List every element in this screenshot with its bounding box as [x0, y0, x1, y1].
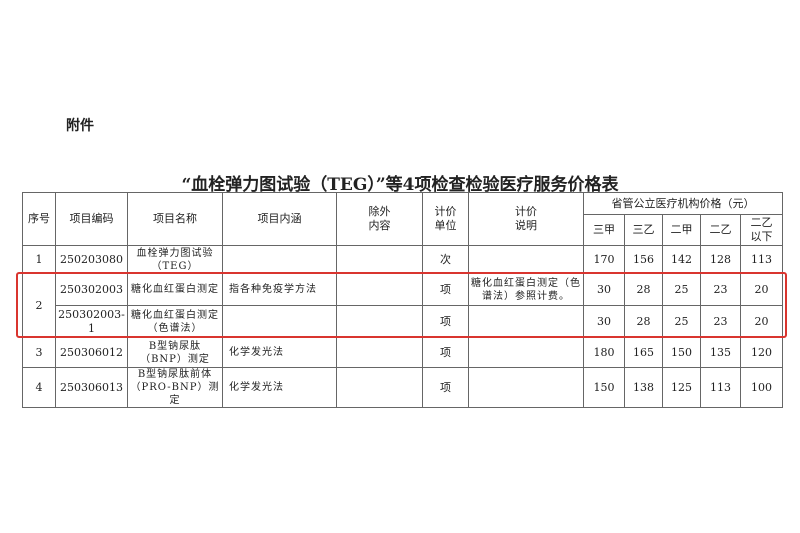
cell-name: B型钠尿肽前体（PRO-BNP）测定 [127, 367, 223, 408]
cell-excluded [336, 305, 423, 338]
cell-excluded [336, 245, 423, 274]
cell-price: 20 [740, 273, 783, 306]
cell-note [468, 367, 584, 408]
cell-price: 142 [662, 245, 701, 274]
header-code: 项目编码 [55, 192, 128, 246]
cell-code: 250306012 [55, 337, 128, 368]
header-level: 二乙以下 [740, 214, 783, 246]
header-note: 计价说明 [468, 192, 584, 246]
table-row: 250302003-1 糖化血红蛋白测定（色谱法） 项 30 28 25 23 … [23, 305, 783, 338]
cell-excluded [336, 367, 423, 408]
table-row: 4 250306013 B型钠尿肽前体（PRO-BNP）测定 化学发光法 项 1… [22, 367, 783, 408]
header-content: 项目内涵 [222, 192, 337, 246]
cell-seq: 2 [22, 273, 56, 338]
cell-note [468, 245, 584, 274]
cell-name: 糖化血红蛋白测定（色谱法） [127, 305, 223, 338]
cell-code: 250302003 [55, 273, 128, 306]
cell-name: B型钠尿肽（BNP）测定 [127, 337, 223, 368]
header-excluded: 除外内容 [336, 192, 423, 246]
cell-seq: 3 [22, 337, 56, 368]
cell-seq: 1 [22, 245, 56, 274]
table-row: 3 250306012 B型钠尿肽（BNP）测定 化学发光法 项 180 165… [22, 337, 783, 368]
cell-note [468, 337, 584, 368]
header-level: 三乙 [624, 214, 663, 246]
cell-price: 100 [740, 367, 783, 408]
header-level: 二甲 [662, 214, 701, 246]
cell-note: 糖化血红蛋白测定（色谱法）参照计费。 [468, 273, 584, 306]
cell-price: 150 [583, 367, 625, 408]
cell-content: 化学发光法 [222, 367, 337, 408]
cell-note [468, 305, 584, 338]
cell-price: 170 [583, 245, 625, 274]
cell-content: 指各种免疫学方法 [222, 273, 337, 306]
cell-price: 30 [583, 305, 625, 338]
cell-price: 20 [740, 305, 783, 338]
cell-unit: 次 [422, 245, 469, 274]
cell-price: 113 [700, 367, 741, 408]
table-row: 2 250302003 糖化血红蛋白测定 指各种免疫学方法 项 糖化血红蛋白测定… [22, 273, 783, 338]
header-level: 三甲 [583, 214, 625, 246]
attachment-label: 附件 [66, 118, 94, 134]
cell-unit: 项 [422, 305, 469, 338]
header-price-group: 省管公立医疗机构价格（元） [583, 192, 783, 215]
cell-price: 25 [662, 305, 701, 338]
cell-code: 250203080 [55, 245, 128, 274]
cell-price: 138 [624, 367, 663, 408]
cell-price: 30 [583, 273, 625, 306]
header-seq: 序号 [22, 192, 56, 246]
cell-name: 血栓弹力图试验（TEG） [127, 245, 223, 274]
price-table: 序号 项目编码 项目名称 项目内涵 除外内容 计价单位 计价说明 省管公立医疗机… [22, 192, 783, 408]
cell-code: 250306013 [55, 367, 128, 408]
cell-price: 113 [740, 245, 783, 274]
header-name: 项目名称 [127, 192, 223, 246]
cell-unit: 项 [422, 337, 469, 368]
cell-name: 糖化血红蛋白测定 [127, 273, 223, 306]
cell-price: 135 [700, 337, 741, 368]
cell-content: 化学发光法 [222, 337, 337, 368]
cell-price: 23 [700, 273, 741, 306]
table-row: 1 250203080 血栓弹力图试验（TEG） 次 170 156 142 1… [22, 245, 783, 274]
cell-price: 150 [662, 337, 701, 368]
cell-content [222, 245, 337, 274]
cell-price: 28 [624, 305, 663, 338]
cell-price: 128 [700, 245, 741, 274]
cell-price: 156 [624, 245, 663, 274]
cell-excluded [336, 273, 423, 306]
cell-code: 250302003-1 [55, 305, 128, 338]
cell-seq: 4 [22, 367, 56, 408]
header-level: 二乙 [700, 214, 741, 246]
cell-unit: 项 [422, 367, 469, 408]
cell-excluded [336, 337, 423, 368]
cell-price: 28 [624, 273, 663, 306]
cell-price: 125 [662, 367, 701, 408]
cell-price: 25 [662, 273, 701, 306]
cell-unit: 项 [422, 273, 469, 306]
page-title: “血栓弹力图试验（TEG）”等4项检查检验医疗服务价格表 [181, 175, 619, 195]
cell-price: 180 [583, 337, 625, 368]
cell-price: 165 [624, 337, 663, 368]
header-unit: 计价单位 [422, 192, 469, 246]
cell-price: 23 [700, 305, 741, 338]
cell-price: 120 [740, 337, 783, 368]
cell-content [222, 305, 337, 338]
